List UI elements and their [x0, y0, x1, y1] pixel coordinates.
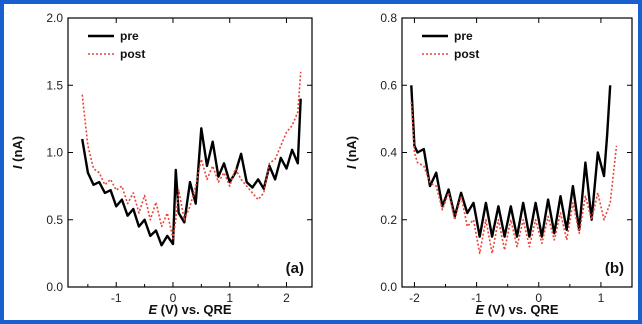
x-axis-var-b: E	[475, 302, 484, 317]
series-line-pre	[81, 98, 302, 247]
y-axis-var-b: I	[344, 165, 359, 169]
series-line-pre	[410, 85, 612, 238]
series-line-post	[410, 102, 618, 255]
x-axis-var-a: E	[148, 302, 157, 317]
x-tick-label: -2	[409, 291, 420, 305]
series-line-post	[81, 71, 302, 240]
series-layer-b	[410, 85, 618, 255]
series-layer-a	[81, 71, 302, 247]
y-tick-label: 1.5	[46, 78, 63, 92]
y-tick-label: 0.4	[380, 146, 397, 160]
x-tick-label: 1	[226, 291, 233, 305]
plot-area-a	[67, 17, 313, 288]
chart-panel-b: -2 -1 0 1 0.0 0.2 0.4 0.6 0.8 pre post (b) E (V)…	[344, 11, 633, 317]
x-tick-label: 0	[170, 291, 177, 305]
x-axis-label-b: E (V) vs. QRE	[475, 302, 558, 317]
y-axis-unit-a: (nA)	[10, 136, 25, 166]
y-tick-label: 0.0	[380, 280, 397, 294]
x-tick-label: -1	[471, 291, 482, 305]
x-tick-label: 0	[535, 291, 542, 305]
x-tick-label: -1	[111, 291, 122, 305]
x-tick-label: 2	[283, 291, 290, 305]
legend-pre-label: pre	[120, 29, 139, 43]
legend-pre-label: pre	[454, 29, 473, 43]
panel-label-a: (a)	[286, 260, 304, 277]
tick-labels-a: -1 0 1 2 0.0 0.5 1.0 1.5 2.0	[46, 11, 290, 305]
legend-post-label: post	[454, 47, 479, 61]
legend-a: pre post	[88, 29, 145, 61]
panel-label-b: (b)	[605, 260, 624, 277]
x-axis-label-a: E (V) vs. QRE	[148, 302, 231, 317]
legend-b: pre post	[422, 29, 479, 61]
y-axis-unit-b: (nA)	[344, 136, 359, 166]
x-tick-label: 1	[598, 291, 605, 305]
y-tick-label: 1.0	[46, 146, 63, 160]
x-axis-unit-a: (V) vs. QRE	[157, 302, 232, 317]
y-axis-label-b: I (nA)	[344, 136, 359, 169]
y-axis-label-a: I (nA)	[10, 136, 25, 169]
x-axis-unit-b: (V) vs. QRE	[484, 302, 559, 317]
plot-area-b	[401, 17, 633, 288]
legend-post-label: post	[120, 47, 145, 61]
y-axis-var-a: I	[10, 165, 25, 169]
y-tick-label: 0.6	[380, 78, 397, 92]
y-tick-label: 0.2	[380, 213, 397, 227]
chart-panel-a: -1 0 1 2 0.0 0.5 1.0 1.5 2.0 pre post (a) E (V) …	[10, 11, 313, 317]
y-tick-label: 0.8	[380, 11, 397, 25]
y-tick-label: 0.0	[46, 280, 63, 294]
tick-labels-b: -2 -1 0 1 0.0 0.2 0.4 0.6 0.8	[380, 11, 604, 305]
y-tick-label: 0.5	[46, 213, 63, 227]
y-tick-label: 2.0	[46, 11, 63, 25]
